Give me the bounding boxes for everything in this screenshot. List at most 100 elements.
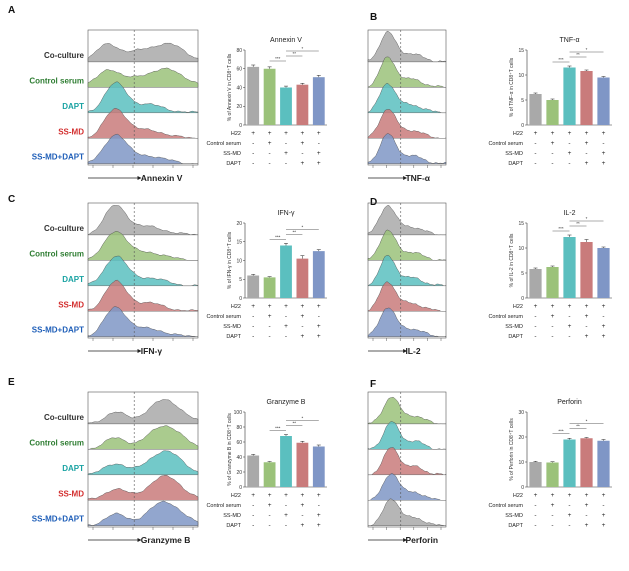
bar-2 xyxy=(563,67,576,125)
significance-label: *** xyxy=(558,226,564,231)
bar-1 xyxy=(263,462,276,487)
row-label: Co-culture xyxy=(44,224,85,233)
histogram-trace-0 xyxy=(367,498,447,526)
histogram-trace-3 xyxy=(87,279,199,312)
histogram-frame xyxy=(87,391,199,528)
y-tick-label: 60 xyxy=(236,440,242,446)
bar-2 xyxy=(280,87,292,125)
treatment-label: Control serum xyxy=(488,141,523,147)
significance-label: ** xyxy=(292,421,296,426)
bar-0 xyxy=(247,455,260,487)
treatment-label: DAPT xyxy=(508,523,523,529)
treatment-sign: + xyxy=(534,303,538,310)
bar-4 xyxy=(597,248,610,298)
treatment-sign: + xyxy=(585,522,589,529)
treatment-sign: + xyxy=(534,130,538,137)
histogram-xlabel: Annexin V xyxy=(141,173,183,183)
panel-letter-e: E xyxy=(8,377,15,388)
histogram-panel-e: Granzyme B Co-culture Control serum DAPT SS-… xyxy=(29,391,199,545)
treatment-sign: - xyxy=(568,140,570,147)
bar-0 xyxy=(529,462,542,487)
y-axis-label: % of Annexin V in CD8⁺T cells xyxy=(227,53,233,121)
row-label: SS-MD+DAPT xyxy=(32,515,84,524)
y-tick-label: 0 xyxy=(239,123,242,129)
y-axis-label: % of TNF-α in CD8⁺T cells xyxy=(509,57,515,117)
y-tick-label: 0 xyxy=(521,123,524,129)
chart-title: TNF-α xyxy=(560,37,580,44)
bar-2 xyxy=(563,439,576,487)
treatment-sign: + xyxy=(317,303,321,310)
treatment-sign: + xyxy=(585,492,589,499)
treatment-sign: - xyxy=(269,150,271,157)
treatment-sign: - xyxy=(568,502,570,509)
treatment-sign: - xyxy=(252,140,254,147)
bar-2 xyxy=(280,245,292,298)
row-label: SS-MD xyxy=(58,489,84,498)
panel-letter-a: A xyxy=(8,5,15,16)
histogram-trace-2 xyxy=(87,255,199,286)
y-tick-label: 80 xyxy=(236,425,242,431)
histogram-panel-b: TNF-α xyxy=(367,29,447,183)
treatment-sign: - xyxy=(534,512,536,519)
treatment-sign: + xyxy=(301,333,305,340)
bar-3 xyxy=(580,438,593,487)
histogram-xlabel: IFN-γ xyxy=(141,346,163,356)
histogram-panel-f: Perforin xyxy=(367,391,447,545)
y-tick-label: 100 xyxy=(234,410,243,416)
treatment-sign: + xyxy=(602,333,606,340)
panel-letter-d: D xyxy=(370,197,377,208)
treatment-sign: + xyxy=(301,502,305,509)
significance-label: ** xyxy=(576,221,580,226)
treatment-sign: + xyxy=(284,130,288,137)
bar-2 xyxy=(563,237,576,298)
histogram-trace-3 xyxy=(87,107,199,139)
histogram-trace-4 xyxy=(87,500,199,526)
treatment-sign: - xyxy=(602,502,604,509)
panel-letter-b: B xyxy=(370,12,377,23)
treatment-sign: + xyxy=(585,140,589,147)
histogram-trace-3 xyxy=(367,109,447,139)
treatment-sign: - xyxy=(318,502,320,509)
treatment-sign: - xyxy=(585,512,587,519)
y-tick-label: 40 xyxy=(236,85,242,91)
treatment-sign: + xyxy=(602,150,606,157)
axis-arrowhead xyxy=(137,349,142,353)
treatment-sign: - xyxy=(534,323,536,330)
significance-label: ** xyxy=(576,424,580,429)
bar-4 xyxy=(312,446,325,487)
histogram-trace-1 xyxy=(367,56,447,88)
bar-1 xyxy=(546,462,559,487)
histogram-trace-4 xyxy=(367,473,447,501)
treatment-label: DAPT xyxy=(226,523,241,529)
histogram-trace-3 xyxy=(367,281,447,312)
treatment-sign: + xyxy=(301,313,305,320)
treatment-sign: + xyxy=(251,130,255,137)
treatment-sign: + xyxy=(268,140,272,147)
axis-arrowhead xyxy=(403,349,408,353)
treatment-sign: + xyxy=(301,303,305,310)
y-tick-label: 20 xyxy=(236,104,242,110)
histogram-frame xyxy=(367,202,447,339)
bar-1 xyxy=(263,68,276,125)
treatment-sign: + xyxy=(568,512,572,519)
treatment-sign: - xyxy=(534,313,536,320)
y-tick-label: 20 xyxy=(518,435,524,441)
y-tick-label: 10 xyxy=(518,246,524,252)
treatment-sign: - xyxy=(585,150,587,157)
treatment-sign: + xyxy=(268,492,272,499)
panel-letter-f: F xyxy=(370,379,376,390)
treatment-sign: - xyxy=(551,150,553,157)
treatment-label: SS-MD xyxy=(223,151,241,157)
treatment-sign: - xyxy=(252,313,254,320)
treatment-label: Control serum xyxy=(488,314,523,320)
y-tick-label: 40 xyxy=(236,455,242,461)
treatment-sign: + xyxy=(602,130,606,137)
treatment-sign: - xyxy=(285,160,287,167)
y-tick-label: 20 xyxy=(236,470,242,476)
treatment-sign: - xyxy=(534,140,536,147)
row-label: SS-MD+DAPT xyxy=(32,326,84,335)
histogram-frame xyxy=(87,29,199,166)
treatment-sign: + xyxy=(284,512,288,519)
treatment-label: H22 xyxy=(513,493,523,499)
